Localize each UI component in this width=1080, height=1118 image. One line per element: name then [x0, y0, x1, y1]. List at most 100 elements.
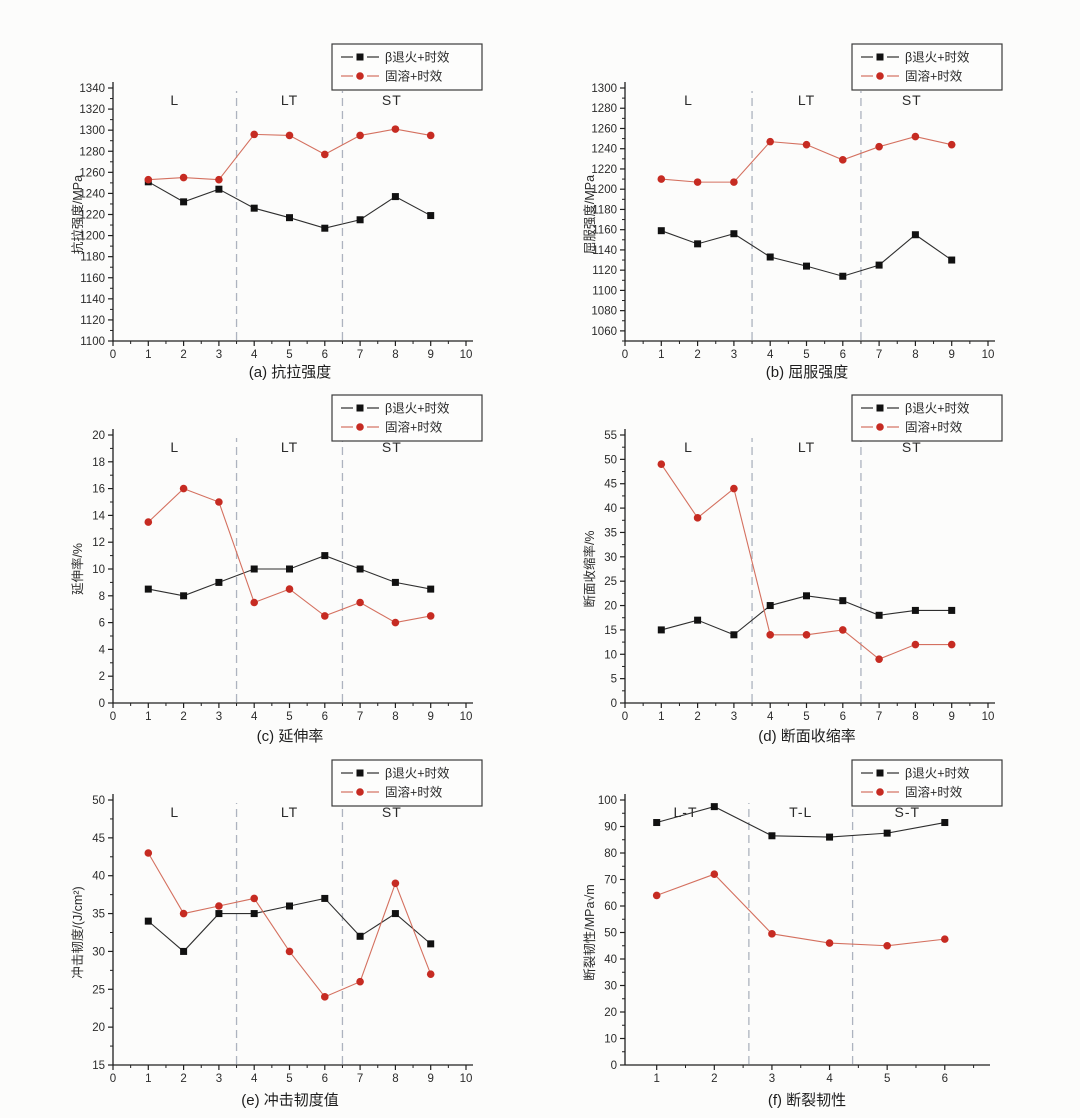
chart-caption: (f) 断裂韧性: [767, 1092, 847, 1109]
square-marker: [948, 606, 956, 614]
square-marker: [321, 894, 329, 902]
svg-text:7: 7: [357, 1073, 363, 1085]
svg-text:4: 4: [767, 349, 774, 361]
square-marker: [144, 585, 152, 593]
chart-elongation: L LT ST 0 1 2 3 4 5 6 7 8 9 10 0 2 4 6 8 10 12 14 16 18 20 延伸率/% β…: [0, 386, 540, 753]
yield-strength-plot: L LT ST 0 1 2 3 4 5 6 7 8 9 10 1060 1080 1100 1120 1140 116…: [582, 43, 1003, 361]
square-marker: [694, 240, 702, 248]
svg-text:40: 40: [604, 503, 617, 515]
svg-text:4: 4: [251, 1073, 258, 1085]
svg-text:1: 1: [145, 1073, 151, 1085]
svg-text:0: 0: [110, 711, 116, 723]
series-solution-aging: [657, 460, 956, 663]
legend-label: 固溶+时效: [385, 420, 443, 435]
svg-text:0: 0: [611, 1060, 617, 1072]
region-labels: L LT ST: [684, 439, 921, 455]
y-axis-title: 抗拉强度/MPa: [70, 175, 85, 254]
circle-marker: [911, 132, 920, 141]
legend-label: 固溶+时效: [905, 420, 963, 435]
legend-label: β退火+时效: [905, 766, 970, 781]
circle-marker: [693, 178, 702, 186]
circle-marker: [766, 630, 774, 639]
svg-text:1320: 1320: [79, 104, 105, 116]
svg-text:40: 40: [604, 954, 617, 966]
svg-text:5: 5: [803, 711, 809, 723]
svg-text:6: 6: [840, 711, 846, 723]
region-dividers: [235, 438, 344, 702]
svg-text:15: 15: [92, 1060, 105, 1072]
svg-text:4: 4: [251, 349, 258, 361]
chart-caption: (a) 抗拉强度: [248, 364, 332, 381]
circle-marker: [766, 137, 774, 146]
series-solution-aging: [652, 870, 949, 950]
svg-text:4: 4: [99, 644, 106, 656]
square-marker: [710, 803, 718, 811]
svg-text:1240: 1240: [591, 144, 617, 156]
circle-marker: [802, 140, 811, 149]
square-marker: [286, 565, 293, 573]
svg-text:5: 5: [884, 1073, 890, 1085]
circle-marker: [911, 640, 920, 649]
svg-text:1140: 1140: [592, 245, 617, 257]
svg-text:1: 1: [653, 1073, 659, 1085]
svg-text:35: 35: [92, 909, 105, 921]
svg-text:20: 20: [604, 601, 617, 613]
square-marker: [180, 947, 188, 955]
svg-text:25: 25: [604, 576, 617, 588]
circle-marker: [839, 626, 847, 634]
y-axis-title: 断裂韧性/MPa√m: [582, 884, 597, 980]
svg-text:2: 2: [180, 1073, 186, 1085]
y-axis-title: 屈服强度/MPa: [582, 175, 597, 254]
circle-marker: [657, 175, 666, 183]
svg-text:1240: 1240: [79, 188, 105, 200]
region-labels: L LT ST: [170, 804, 400, 820]
series-beta-anneal-aging: [144, 894, 435, 955]
svg-text:1160: 1160: [592, 225, 617, 237]
svg-text:8: 8: [392, 1073, 398, 1085]
chart-caption: (c) 延伸率: [256, 728, 324, 745]
svg-text:0: 0: [611, 698, 617, 710]
square-marker: [356, 216, 364, 224]
square-marker: [427, 940, 435, 948]
square-marker: [215, 910, 223, 918]
chart-tensile-strength: L LT ST 0 1 2 3 4 5 6 7 8 9 10 1100 1120 1140 1160 1180 120…: [0, 0, 540, 386]
square-marker: [883, 829, 891, 837]
svg-text:L: L: [684, 92, 693, 108]
circle-marker: [179, 909, 188, 918]
svg-text:6: 6: [99, 618, 105, 630]
svg-text:ST: ST: [382, 439, 402, 455]
square-marker: [427, 212, 435, 220]
square-marker: [215, 578, 223, 586]
axes: 0 1 2 3 4 5 6 7 8 9 10 1100 1120 1140 1160 1180 1200 1220…: [70, 82, 473, 361]
region-labels: L LT ST: [170, 92, 400, 108]
svg-text:55: 55: [604, 430, 617, 442]
square-marker: [144, 917, 152, 925]
circle-marker: [730, 484, 738, 493]
square-marker: [768, 832, 776, 840]
circle-marker: [321, 993, 329, 1001]
svg-text:6: 6: [322, 711, 328, 723]
circle-marker: [215, 902, 223, 910]
svg-text:3: 3: [216, 1073, 222, 1085]
circle-marker: [875, 655, 883, 663]
svg-text:5: 5: [286, 1073, 292, 1085]
svg-text:ST: ST: [902, 92, 922, 108]
region-dividers: [235, 803, 344, 1064]
series-beta-anneal-aging: [144, 552, 435, 600]
square-marker: [766, 253, 774, 261]
legend-label: 固溶+时效: [385, 69, 443, 84]
region-dividers: [235, 91, 344, 340]
series-solution-aging: [657, 132, 956, 186]
svg-text:L: L: [170, 92, 179, 108]
svg-text:25: 25: [92, 984, 105, 996]
square-marker: [250, 565, 258, 573]
svg-text:10: 10: [982, 711, 995, 723]
svg-text:1200: 1200: [591, 184, 617, 196]
square-marker: [427, 585, 435, 593]
axes: 0 1 2 3 4 5 6 7 8 9 100510152025303540455055断面收缩率/…: [582, 429, 995, 723]
